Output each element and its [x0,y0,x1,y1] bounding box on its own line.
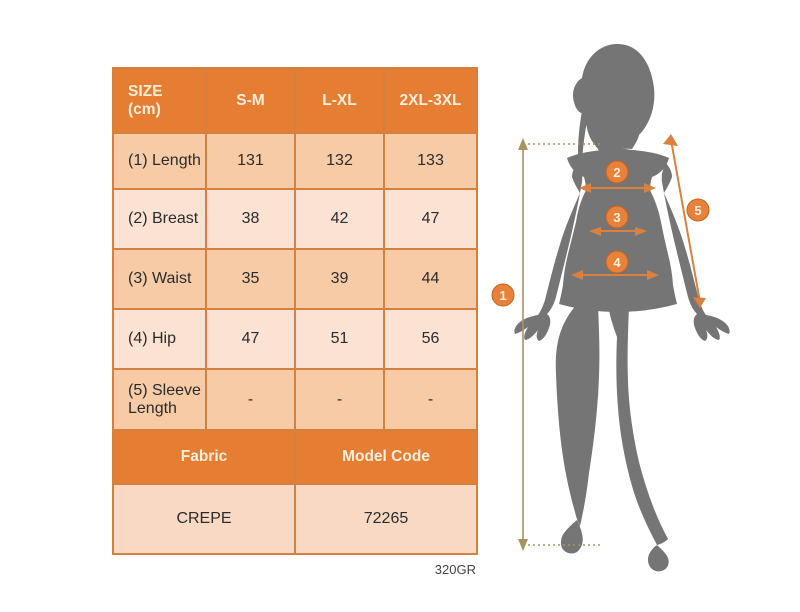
svg-text:1: 1 [499,288,506,303]
svg-text:4: 4 [613,255,621,270]
svg-text:2: 2 [613,165,620,180]
svg-text:3: 3 [613,210,620,225]
svg-text:5: 5 [694,203,701,218]
